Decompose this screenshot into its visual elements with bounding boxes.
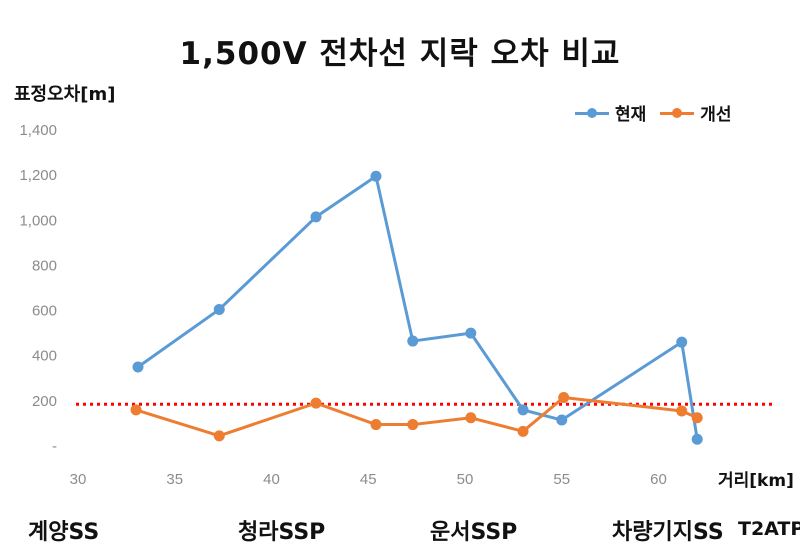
y-tick-label: 1,000 [19, 212, 57, 229]
data-point-improved [676, 405, 688, 417]
data-point-current [407, 335, 419, 347]
series-line-current [137, 174, 699, 440]
data-point-improved [691, 412, 703, 424]
legend-item-current: 현재 [575, 100, 646, 125]
data-point-current [556, 414, 568, 426]
y-tick-label: - [52, 438, 57, 455]
y-tick-label: 600 [32, 303, 57, 320]
data-point-current [370, 170, 382, 182]
y-tick-label: 400 [32, 348, 57, 365]
data-point-improved [213, 430, 225, 442]
x-tick-label: 50 [457, 471, 474, 488]
y-tick-label: 800 [32, 257, 57, 274]
y-tick-label: 1,400 [19, 122, 57, 139]
x-axis-label: 거리[km] [718, 471, 794, 491]
legend: 현재 개선 [575, 100, 746, 125]
legend-label-improved: 개선 [700, 105, 732, 125]
x-tick-label: 30 [70, 471, 87, 488]
data-point-improved [407, 419, 419, 431]
data-point-current [213, 303, 225, 315]
x-tick-label: 60 [650, 471, 667, 488]
legend-label-current: 현재 [615, 105, 647, 125]
x-tick-label: 45 [360, 471, 377, 488]
x-tick-label: 55 [553, 471, 570, 488]
station-label-unseo: 운서SSP [430, 520, 518, 545]
y-tick-label: 1,200 [19, 167, 57, 184]
chart-title: 1,500V 전차선 지락 오차 비교 [179, 36, 621, 72]
station-label-gyeyang: 계양SS [28, 520, 100, 545]
data-point-current [132, 361, 144, 373]
station-label-cheongna: 청라SSP [238, 520, 326, 545]
series-line-improved [135, 395, 698, 438]
data-point-current [310, 211, 322, 223]
data-point-current [691, 433, 703, 445]
data-point-current [676, 336, 688, 348]
data-point-current [465, 327, 477, 339]
y-axis-label: 표정오차[m] [14, 84, 116, 105]
legend-item-improved: 개선 [660, 100, 732, 125]
x-tick-label: 40 [263, 471, 280, 488]
data-point-improved [517, 425, 529, 437]
station-label-t2atp: T2ATP [738, 518, 800, 540]
legend-swatch-improved [660, 106, 695, 120]
data-point-improved [465, 412, 477, 424]
data-point-improved [310, 397, 322, 409]
legend-swatch-current [575, 106, 609, 120]
data-point-current [517, 404, 529, 416]
x-tick-label: 35 [166, 471, 183, 488]
data-point-improved [370, 419, 382, 431]
y-tick-label: 200 [32, 393, 57, 410]
data-point-improved [558, 391, 570, 403]
station-label-depot: 차량기지SS [612, 520, 724, 545]
data-point-improved [130, 404, 142, 416]
